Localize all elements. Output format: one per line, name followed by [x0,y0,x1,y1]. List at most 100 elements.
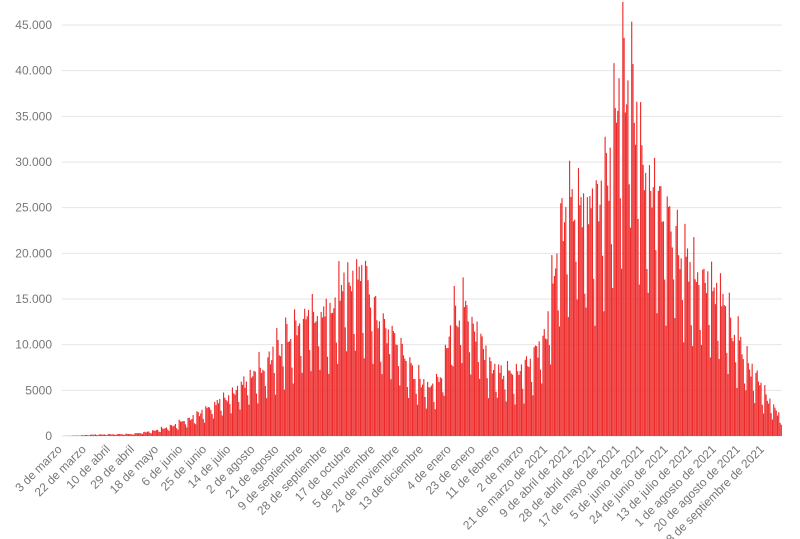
daily-bar [510,373,512,436]
daily-bar [569,160,571,437]
daily-bar [390,379,392,436]
daily-bar [437,376,439,436]
daily-bar [529,358,531,436]
daily-bar [727,374,729,436]
daily-bar [362,332,364,436]
daily-bar [249,369,251,436]
daily-bar [405,360,407,436]
daily-bar [181,421,183,436]
daily-bar [613,63,615,436]
daily-bar [314,322,316,436]
daily-bar [609,147,611,436]
daily-bar [307,309,310,436]
daily-bar [178,419,180,436]
daily-bar [354,350,356,436]
daily-bar [750,376,752,436]
daily-bar [101,434,103,436]
daily-bar [442,392,444,436]
daily-bar [755,372,757,436]
daily-bar [589,196,591,436]
daily-bar [619,198,621,436]
daily-bar [626,104,628,437]
daily-bar [582,193,585,436]
daily-bar [574,219,576,436]
daily-bar [145,432,147,436]
daily-bar [153,430,155,436]
daily-bar [324,316,326,436]
daily-bar [634,144,637,437]
daily-bar [258,351,260,436]
daily-bar [736,388,738,436]
daily-bar [88,435,90,436]
daily-bar [87,435,89,436]
daily-bar [418,364,420,436]
daily-bar [686,248,689,436]
daily-bar [158,431,160,436]
daily-bar [98,434,100,436]
daily-bar [746,346,748,436]
daily-bar [292,383,294,436]
daily-bar [595,180,597,436]
daily-bar [347,262,349,436]
daily-bar [205,406,207,436]
daily-bar [215,405,217,436]
daily-bar [107,434,109,436]
daily-bar [121,434,123,436]
daily-bar [643,190,645,436]
daily-bar [273,373,275,436]
daily-bar [169,424,171,436]
daily-bar [163,428,165,436]
daily-bar [509,370,511,436]
daily-bar [575,261,577,436]
daily-bar [229,404,231,436]
daily-bar [599,204,601,436]
daily-bar [434,409,436,436]
y-tick-label: 30.000 [15,155,52,169]
daily-bar [409,357,411,436]
daily-bar [122,434,124,436]
daily-bar [617,110,619,436]
daily-bar [212,418,214,436]
daily-bar [468,352,471,436]
daily-bar [588,224,590,436]
daily-bar [759,385,761,436]
daily-bar [160,426,163,436]
daily-bar [318,346,320,436]
daily-bar [550,364,552,436]
daily-bar [263,371,265,436]
daily-bar [283,389,285,436]
daily-bar [508,370,510,436]
daily-bar [250,377,253,436]
daily-bar [173,425,175,436]
daily-bar [650,190,652,436]
daily-bar [261,372,263,436]
daily-bar [697,272,699,436]
daily-bar [82,435,84,436]
daily-bar [332,312,334,436]
daily-bar [135,433,137,436]
daily-bar [174,424,176,436]
daily-bar [656,313,658,436]
daily-bar [167,429,169,436]
daily-bar [590,208,592,436]
daily-bar [252,376,254,436]
daily-bar [570,196,572,436]
daily-bar [451,364,453,436]
daily-bar [704,282,706,436]
daily-bar [367,280,369,436]
daily-bar [699,330,701,436]
daily-bar [382,313,384,436]
daily-bar [524,359,526,436]
daily-bar [461,363,463,436]
daily-bar [342,291,344,436]
daily-bar [240,381,242,436]
daily-bar [433,401,435,436]
y-tick-label: 0 [45,429,52,443]
daily-bar [499,372,501,436]
daily-bar [487,398,490,436]
daily-bar [651,207,653,436]
daily-bar [96,435,98,436]
daily-bar [248,404,250,436]
daily-bar [386,343,388,436]
daily-bar [688,281,690,436]
